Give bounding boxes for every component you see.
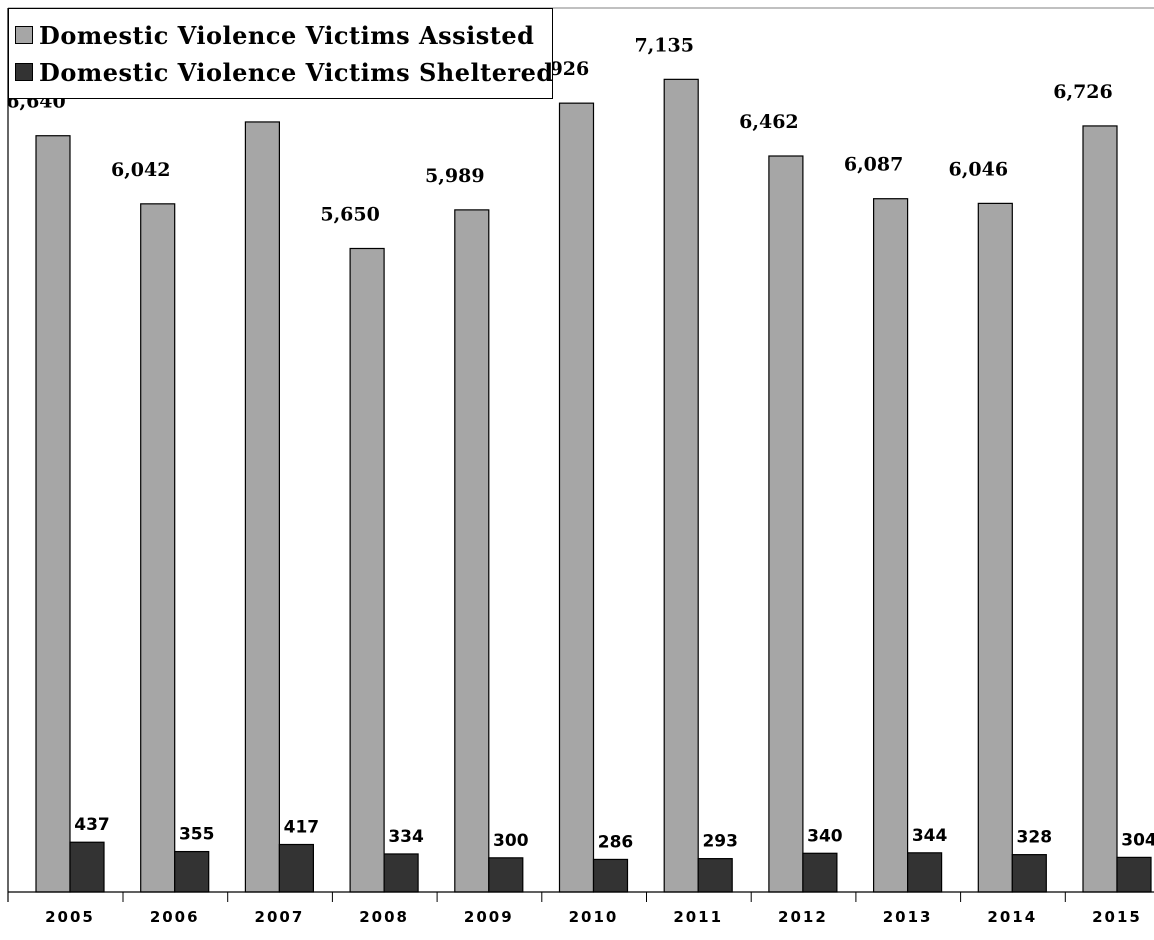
x-tick-label-2012: 2012: [778, 908, 828, 926]
bar-sheltered-2007: [278, 843, 314, 893]
bar-assisted-2012: [768, 155, 804, 893]
x-tick-label-2013: 2013: [883, 908, 933, 926]
x-tick-label-2005: 2005: [45, 908, 95, 926]
bar-sheltered-2011: [697, 858, 733, 893]
legend-label-sheltered: Domestic Violence Victims Sheltered: [39, 57, 554, 87]
x-tick-label-2010: 2010: [569, 908, 619, 926]
bar-sheltered-2008: [383, 853, 419, 893]
bar-assisted-2013: [872, 198, 909, 893]
bar-sheltered-2015: [1116, 856, 1152, 893]
legend-label-assisted: Domestic Violence Victims Assisted: [39, 20, 535, 50]
bar-assisted-2014: [977, 202, 1013, 893]
bar-sheltered-2014: [1011, 854, 1047, 893]
legend-swatch-sheltered: [15, 63, 33, 81]
bar-assisted-2009: [454, 209, 490, 893]
bar-assisted-2010: [558, 102, 595, 893]
data-label-sheltered-2012: 340: [807, 826, 843, 846]
bar-sheltered-2010: [592, 858, 629, 893]
x-tick-label-2014: 2014: [987, 908, 1037, 926]
data-label-assisted-2015: 6,726: [1053, 81, 1113, 103]
data-label-assisted-2013: 6,087: [844, 154, 904, 176]
data-label-sheltered-2005: 437: [74, 815, 110, 835]
bar-sheltered-2005: [69, 841, 105, 893]
data-label-sheltered-2011: 293: [702, 832, 738, 852]
data-label-sheltered-2014: 328: [1017, 828, 1053, 848]
bar-sheltered-2006: [174, 850, 210, 893]
data-label-assisted-2014: 6,046: [949, 158, 1009, 180]
x-tick-label-2007: 2007: [255, 908, 305, 926]
bar-assisted-2006: [140, 203, 176, 893]
data-label-assisted-2006: 6,042: [111, 159, 171, 181]
bar-assisted-2008: [349, 247, 385, 893]
bar-sheltered-2013: [906, 852, 943, 893]
bar-assisted-2005: [35, 135, 71, 893]
bar-assisted-2015: [1082, 125, 1118, 893]
x-tick-label-2015: 2015: [1092, 908, 1142, 926]
data-label-sheltered-2013: 344: [912, 826, 948, 846]
legend-swatch-assisted: [15, 26, 33, 44]
data-label-sheltered-2015: 304: [1121, 830, 1154, 850]
legend-item-sheltered: Domestic Violence Victims Sheltered: [15, 54, 554, 90]
x-tick-label-2006: 2006: [150, 908, 200, 926]
x-tick-label-2011: 2011: [673, 908, 723, 926]
data-label-sheltered-2008: 334: [388, 827, 424, 847]
data-label-assisted-2011: 7,135: [634, 34, 694, 56]
data-label-assisted-2008: 5,650: [320, 203, 380, 225]
data-label-sheltered-2010: 286: [598, 832, 634, 852]
data-label-sheltered-2006: 355: [179, 825, 215, 845]
data-label-sheltered-2007: 417: [284, 818, 320, 838]
bar-sheltered-2009: [488, 857, 524, 893]
bar-sheltered-2012: [802, 852, 838, 893]
legend-item-assisted: Domestic Violence Victims Assisted: [15, 17, 534, 53]
x-tick-label-2008: 2008: [359, 908, 409, 926]
bar-assisted-2011: [663, 78, 699, 893]
bar-assisted-2007: [244, 121, 280, 893]
data-label-assisted-2009: 5,989: [425, 165, 485, 187]
chart-legend: Domestic Violence Victims Assisted Domes…: [8, 8, 553, 99]
data-label-assisted-2012: 6,462: [739, 111, 799, 133]
data-label-sheltered-2009: 300: [493, 831, 529, 851]
x-tick-label-2009: 2009: [464, 908, 514, 926]
